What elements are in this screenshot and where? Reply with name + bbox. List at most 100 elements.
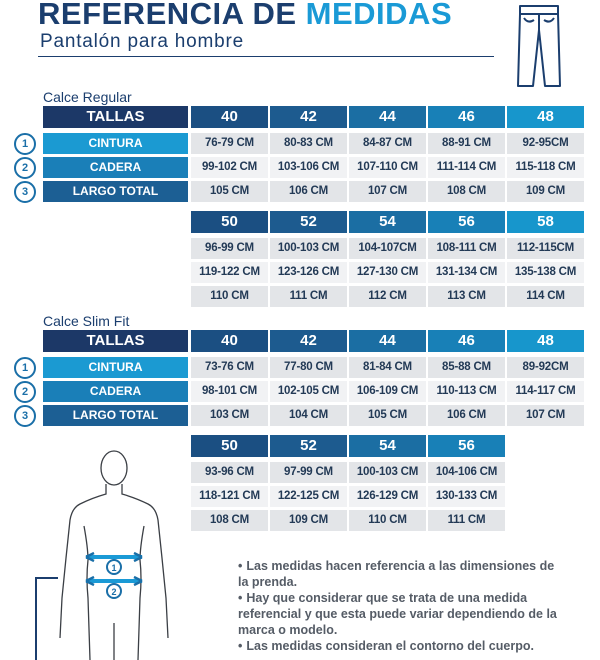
measure-cell-cadera: 102-105 CM (270, 381, 347, 402)
measure-cell-cadera: 122-125 CM (270, 486, 347, 507)
size-header: 50 (191, 211, 268, 233)
size-header: 54 (349, 435, 426, 457)
row-label-cadera: CADERA (43, 157, 188, 178)
note-3: • Las medidas consideran el contorno del … (238, 639, 534, 653)
note-2-text: Hay que considerar que se trata de una m… (238, 591, 557, 637)
measure-cell-cadera: 103-106 CM (270, 157, 347, 178)
measure-cell-cadera: 126-129 CM (349, 486, 426, 507)
row-label-cintura-slim: CINTURA (43, 357, 188, 378)
row-label-cintura: CINTURA (43, 133, 188, 154)
size-header: 48 (507, 330, 584, 352)
size-header: 42 (270, 106, 347, 128)
measure-cell-cadera: 135-138 CM (507, 262, 584, 283)
diagram-marker-1: 1 (111, 563, 116, 573)
measure-cell-cintura: 73-76 CM (191, 357, 268, 378)
measure-cell-cadera: 127-130 CM (349, 262, 426, 283)
measure-cell-largo: 105 CM (349, 405, 426, 426)
measure-cell-cintura: 77-80 CM (270, 357, 347, 378)
page-title: REFERENCIA DE MEDIDAS (38, 0, 453, 31)
size-header: 40 (191, 106, 268, 128)
measure-cell-cadera: 119-122 CM (191, 262, 268, 283)
measure-cell-cintura: 81-84 CM (349, 357, 426, 378)
measure-cell-cintura: 112-115CM (507, 238, 584, 259)
measure-cell-cadera: 131-134 CM (428, 262, 505, 283)
badge-2-slim: 2 (14, 381, 36, 403)
size-header: 54 (349, 211, 426, 233)
note-1: • Las medidas hacen referencia a las dime… (238, 559, 555, 589)
measure-cell-largo: 110 CM (349, 510, 426, 531)
page-subtitle: Pantalón para hombre (40, 31, 245, 52)
title-divider (38, 56, 494, 57)
measure-cell-cintura: 84-87 CM (349, 133, 426, 154)
size-header: 44 (349, 330, 426, 352)
tallas-header-slim: TALLAS (43, 330, 188, 352)
measure-cell-largo: 107 CM (349, 181, 426, 202)
measure-cell-largo: 107 CM (507, 405, 584, 426)
size-header: 46 (428, 106, 505, 128)
measure-cell-cadera: 111-114 CM (428, 157, 505, 178)
size-header: 46 (428, 330, 505, 352)
measure-cell-largo: 108 CM (191, 510, 268, 531)
row-label-largo: LARGO TOTAL (43, 181, 188, 202)
size-header: 52 (270, 211, 347, 233)
measure-cell-cintura: 100-103 CM (270, 238, 347, 259)
measure-cell-cadera: 130-133 CM (428, 486, 505, 507)
measure-cell-largo: 106 CM (428, 405, 505, 426)
size-header: 44 (349, 106, 426, 128)
tallas-header: TALLAS (43, 106, 188, 128)
measure-cell-cintura: 108-111 CM (428, 238, 505, 259)
measure-cell-cadera: 118-121 CM (191, 486, 268, 507)
size-header: 48 (507, 106, 584, 128)
slim-section-title: Calce Slim Fit (43, 313, 130, 329)
badge-3-slim: 3 (14, 405, 36, 427)
measure-cell-cintura: 80-83 CM (270, 133, 347, 154)
body-silhouette-icon: 1 2 (35, 450, 169, 660)
measure-cell-cintura: 85-88 CM (428, 357, 505, 378)
note-3-text: Las medidas consideran el contorno del c… (246, 639, 534, 653)
measure-cell-largo: 109 CM (270, 510, 347, 531)
size-header: 50 (191, 435, 268, 457)
note-1-text: Las medidas hacen referencia a las dimen… (238, 559, 555, 589)
measure-cell-cintura: 100-103 CM (349, 462, 426, 483)
measure-cell-cintura: 97-99 CM (270, 462, 347, 483)
measure-cell-cintura: 76-79 CM (191, 133, 268, 154)
measure-cell-cadera: 115-118 CM (507, 157, 584, 178)
note-2: • Hay que considerar que se trata de una … (238, 591, 557, 637)
badge-1: 1 (14, 133, 36, 155)
size-header: 42 (270, 330, 347, 352)
size-header: 40 (191, 330, 268, 352)
measure-cell-cadera: 110-113 CM (428, 381, 505, 402)
measure-cell-cadera: 99-102 CM (191, 157, 268, 178)
badge-1-slim: 1 (14, 357, 36, 379)
diagram-marker-2: 2 (111, 587, 116, 597)
measure-cell-largo: 113 CM (428, 286, 505, 307)
size-header: 58 (507, 211, 584, 233)
measure-cell-cintura: 93-96 CM (191, 462, 268, 483)
size-header: 52 (270, 435, 347, 457)
measure-cell-largo: 114 CM (507, 286, 584, 307)
measure-cell-cintura: 104-106 CM (428, 462, 505, 483)
badge-2: 2 (14, 157, 36, 179)
measure-cell-cintura: 92-95CM (507, 133, 584, 154)
row-label-cadera-slim: CADERA (43, 381, 188, 402)
measure-cell-largo: 111 CM (428, 510, 505, 531)
regular-section-title: Calce Regular (43, 89, 132, 105)
measure-cell-largo: 109 CM (507, 181, 584, 202)
size-header: 56 (428, 435, 505, 457)
measure-cell-cadera: 106-109 CM (349, 381, 426, 402)
pants-icon (517, 5, 561, 87)
measure-cell-largo: 111 CM (270, 286, 347, 307)
measure-cell-cintura: 89-92CM (507, 357, 584, 378)
row-label-largo-slim: LARGO TOTAL (43, 405, 188, 426)
measure-cell-largo: 103 CM (191, 405, 268, 426)
measure-cell-largo: 112 CM (349, 286, 426, 307)
measure-cell-largo: 105 CM (191, 181, 268, 202)
measure-cell-cadera: 114-117 CM (507, 381, 584, 402)
measure-cell-cintura: 88-91 CM (428, 133, 505, 154)
size-header: 56 (428, 211, 505, 233)
measure-cell-cintura: 96-99 CM (191, 238, 268, 259)
measure-cell-largo: 110 CM (191, 286, 268, 307)
measure-cell-largo: 106 CM (270, 181, 347, 202)
measure-cell-largo: 104 CM (270, 405, 347, 426)
measure-cell-cadera: 98-101 CM (191, 381, 268, 402)
